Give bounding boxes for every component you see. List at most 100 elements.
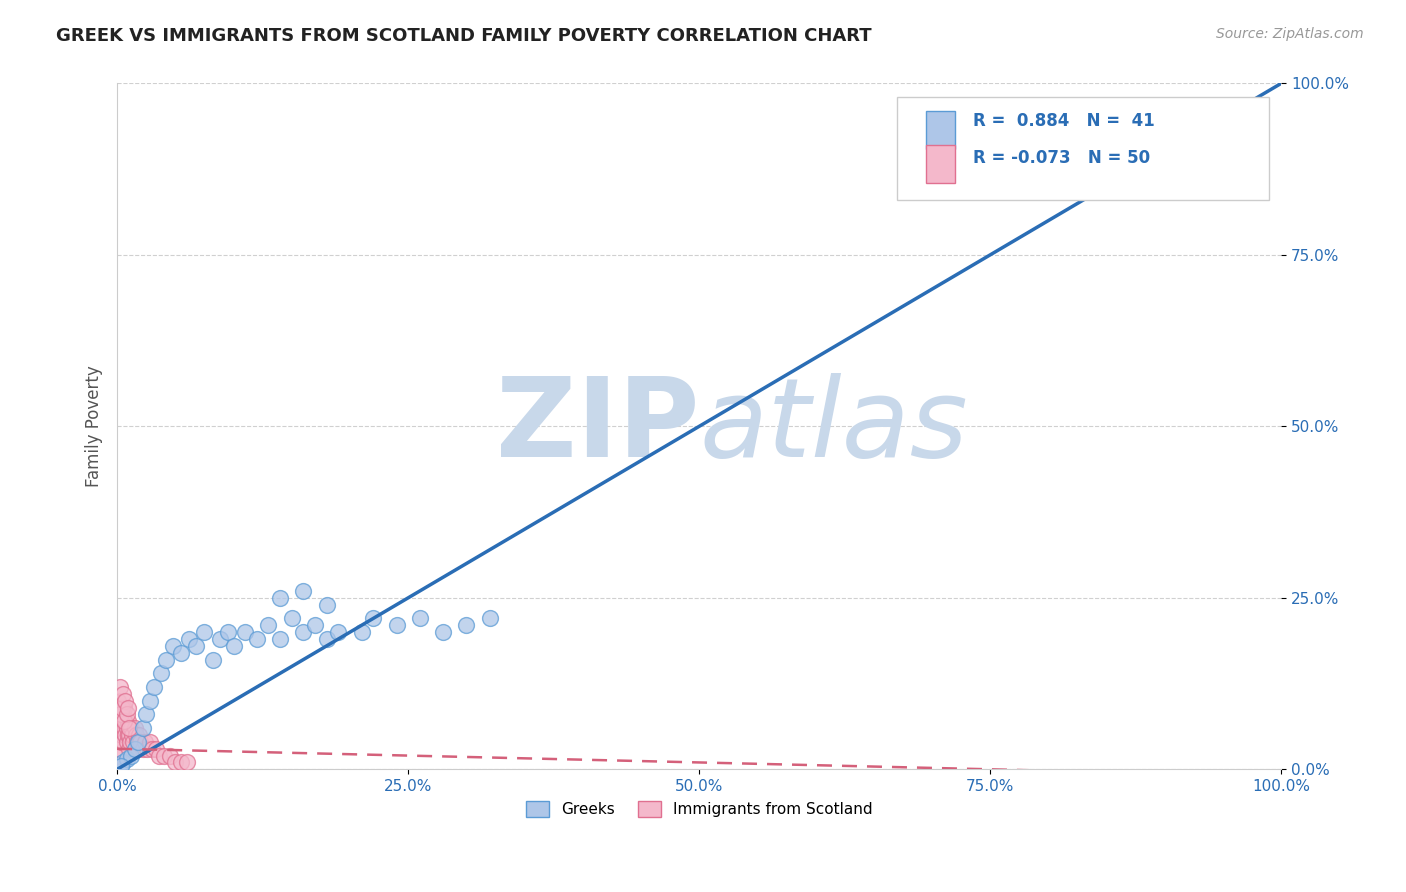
Point: [269, 591, 291, 605]
Point: [111, 700, 134, 714]
Point: [114, 694, 136, 708]
Point: [409, 611, 432, 625]
Point: [112, 700, 135, 714]
FancyBboxPatch shape: [897, 97, 1270, 200]
Point: [257, 618, 280, 632]
Point: [127, 735, 149, 749]
Point: [132, 721, 155, 735]
Point: [110, 707, 132, 722]
Point: [1130, 131, 1153, 145]
Text: Source: ZipAtlas.com: Source: ZipAtlas.com: [1216, 27, 1364, 41]
Point: [162, 639, 184, 653]
Point: [292, 625, 315, 640]
Point: [125, 735, 148, 749]
Point: [478, 611, 501, 625]
Point: [233, 625, 256, 640]
Point: [134, 735, 156, 749]
Point: [114, 728, 136, 742]
Point: [114, 714, 136, 729]
Point: [107, 694, 129, 708]
Text: ZIP: ZIP: [496, 373, 699, 480]
Point: [350, 625, 373, 640]
Bar: [927, 111, 955, 149]
Point: [186, 639, 208, 653]
Point: [193, 625, 215, 640]
Point: [179, 632, 201, 646]
Point: [111, 707, 134, 722]
Point: [118, 735, 141, 749]
Text: atlas: atlas: [699, 373, 967, 480]
Point: [136, 741, 159, 756]
Point: [145, 741, 167, 756]
Point: [120, 721, 142, 735]
Point: [112, 721, 135, 735]
Point: [108, 741, 131, 756]
Point: [132, 741, 155, 756]
Point: [117, 714, 139, 729]
Point: [170, 756, 193, 770]
Text: R = -0.073   N = 50: R = -0.073 N = 50: [973, 148, 1150, 167]
Point: [111, 756, 134, 770]
Point: [120, 748, 142, 763]
Point: [152, 748, 174, 763]
Point: [222, 639, 245, 653]
Point: [127, 741, 149, 756]
Point: [122, 735, 145, 749]
Point: [155, 652, 177, 666]
Point: [121, 728, 143, 742]
Point: [118, 721, 141, 735]
Point: [170, 646, 193, 660]
Point: [112, 714, 135, 729]
Point: [385, 618, 408, 632]
Text: R =  0.884   N =  41: R = 0.884 N = 41: [973, 112, 1154, 130]
Point: [124, 721, 146, 735]
Point: [328, 625, 350, 640]
Point: [281, 611, 304, 625]
Point: [159, 748, 181, 763]
Point: [292, 584, 315, 599]
Point: [176, 756, 198, 770]
Point: [165, 756, 187, 770]
Point: [150, 666, 173, 681]
Point: [208, 632, 231, 646]
Point: [111, 687, 134, 701]
Point: [201, 652, 224, 666]
Point: [110, 735, 132, 749]
Point: [115, 721, 138, 735]
Point: [148, 748, 170, 763]
Point: [135, 707, 157, 722]
Point: [315, 598, 337, 612]
Point: [111, 728, 134, 742]
Point: [141, 741, 163, 756]
Point: [111, 714, 134, 729]
Point: [118, 728, 141, 742]
Legend: Greeks, Immigrants from Scotland: Greeks, Immigrants from Scotland: [520, 795, 879, 823]
Point: [124, 741, 146, 756]
Bar: [927, 145, 955, 183]
Point: [315, 632, 337, 646]
Point: [217, 625, 239, 640]
Point: [456, 618, 478, 632]
Point: [246, 632, 269, 646]
Point: [139, 694, 162, 708]
Text: GREEK VS IMMIGRANTS FROM SCOTLAND FAMILY POVERTY CORRELATION CHART: GREEK VS IMMIGRANTS FROM SCOTLAND FAMILY…: [56, 27, 872, 45]
Point: [110, 721, 132, 735]
Point: [128, 728, 150, 742]
Point: [139, 735, 162, 749]
Point: [143, 680, 166, 694]
Point: [269, 632, 291, 646]
Y-axis label: Family Poverty: Family Poverty: [86, 366, 103, 487]
Point: [432, 625, 454, 640]
Point: [118, 741, 141, 756]
Point: [115, 735, 138, 749]
Point: [107, 748, 129, 763]
Point: [304, 618, 326, 632]
Point: [110, 759, 132, 773]
Point: [129, 735, 152, 749]
Point: [361, 611, 384, 625]
Point: [115, 752, 138, 766]
Point: [125, 728, 148, 742]
Point: [108, 680, 131, 694]
Point: [115, 707, 138, 722]
Point: [117, 728, 139, 742]
